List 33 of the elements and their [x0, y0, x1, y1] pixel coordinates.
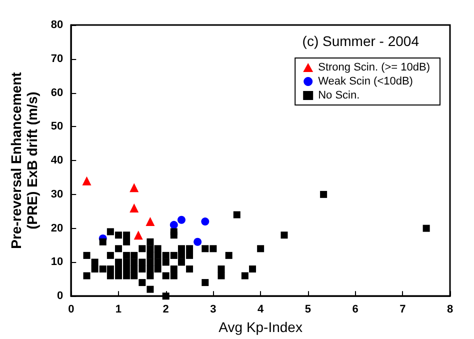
point	[201, 218, 210, 226]
point	[134, 230, 143, 240]
x-tick-label: 8	[446, 304, 454, 316]
point	[82, 176, 92, 186]
y-tick-label: 10	[50, 256, 64, 268]
point	[130, 203, 139, 212]
y-tick-label: 20	[50, 222, 64, 234]
y-tick-label: 40	[50, 154, 64, 167]
x-tick-label: 1	[115, 304, 122, 316]
point	[146, 217, 155, 226]
annotation: (c) Summer - 2004	[302, 33, 420, 49]
y-tick-label: 30	[50, 188, 64, 200]
x-tick-label: 5	[304, 304, 311, 316]
y-tick-label: 70	[50, 52, 64, 65]
y-tick-label: 80	[50, 19, 64, 31]
legend-label: Weak Scin (<10dB)	[318, 76, 413, 88]
y-tick-label: 0	[57, 290, 64, 302]
y-tick-label: 60	[50, 86, 64, 99]
x-tick-label: 6	[352, 304, 358, 316]
x-axis-title: Avg Kp-Index	[218, 319, 302, 335]
point	[170, 220, 178, 229]
x-tick-label: 4	[258, 304, 265, 316]
y-tick-label: 50	[50, 120, 64, 133]
point	[177, 216, 186, 224]
point	[194, 238, 202, 246]
x-tick-label: 2	[162, 304, 169, 316]
y-axis-title: Pre-reversal Enhancement (PRE) ExB drift (m/s)	[8, 72, 40, 249]
legend-label: No Scin.	[318, 90, 360, 102]
x-tick-label: 3	[210, 304, 216, 316]
x-tick-label: 0	[68, 304, 74, 316]
legend-label: Strong Scin. (>= 10dB)	[318, 62, 430, 74]
point	[130, 183, 139, 192]
x-tick-label: 7	[400, 304, 406, 316]
